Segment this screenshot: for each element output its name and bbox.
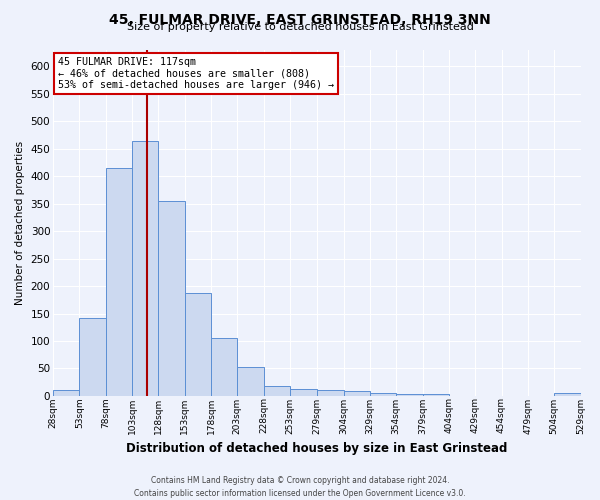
Bar <box>396 394 422 396</box>
Bar <box>106 168 132 396</box>
Bar <box>370 393 396 396</box>
Bar <box>238 367 263 396</box>
Bar <box>132 140 158 396</box>
Y-axis label: Number of detached properties: Number of detached properties <box>15 141 25 305</box>
Bar <box>211 338 238 396</box>
Bar <box>344 391 370 396</box>
Bar <box>263 386 290 396</box>
X-axis label: Distribution of detached houses by size in East Grinstead: Distribution of detached houses by size … <box>126 442 508 455</box>
Bar <box>290 389 317 396</box>
Bar <box>158 201 185 396</box>
Text: 45, FULMAR DRIVE, EAST GRINSTEAD, RH19 3NN: 45, FULMAR DRIVE, EAST GRINSTEAD, RH19 3… <box>109 12 491 26</box>
Bar <box>185 292 211 396</box>
Bar <box>554 393 581 396</box>
Bar <box>53 390 79 396</box>
Bar <box>422 394 449 396</box>
Text: 45 FULMAR DRIVE: 117sqm
← 46% of detached houses are smaller (808)
53% of semi-d: 45 FULMAR DRIVE: 117sqm ← 46% of detache… <box>58 57 334 90</box>
Text: Contains HM Land Registry data © Crown copyright and database right 2024.
Contai: Contains HM Land Registry data © Crown c… <box>134 476 466 498</box>
Text: Size of property relative to detached houses in East Grinstead: Size of property relative to detached ho… <box>127 22 473 32</box>
Bar <box>79 318 106 396</box>
Bar <box>317 390 344 396</box>
